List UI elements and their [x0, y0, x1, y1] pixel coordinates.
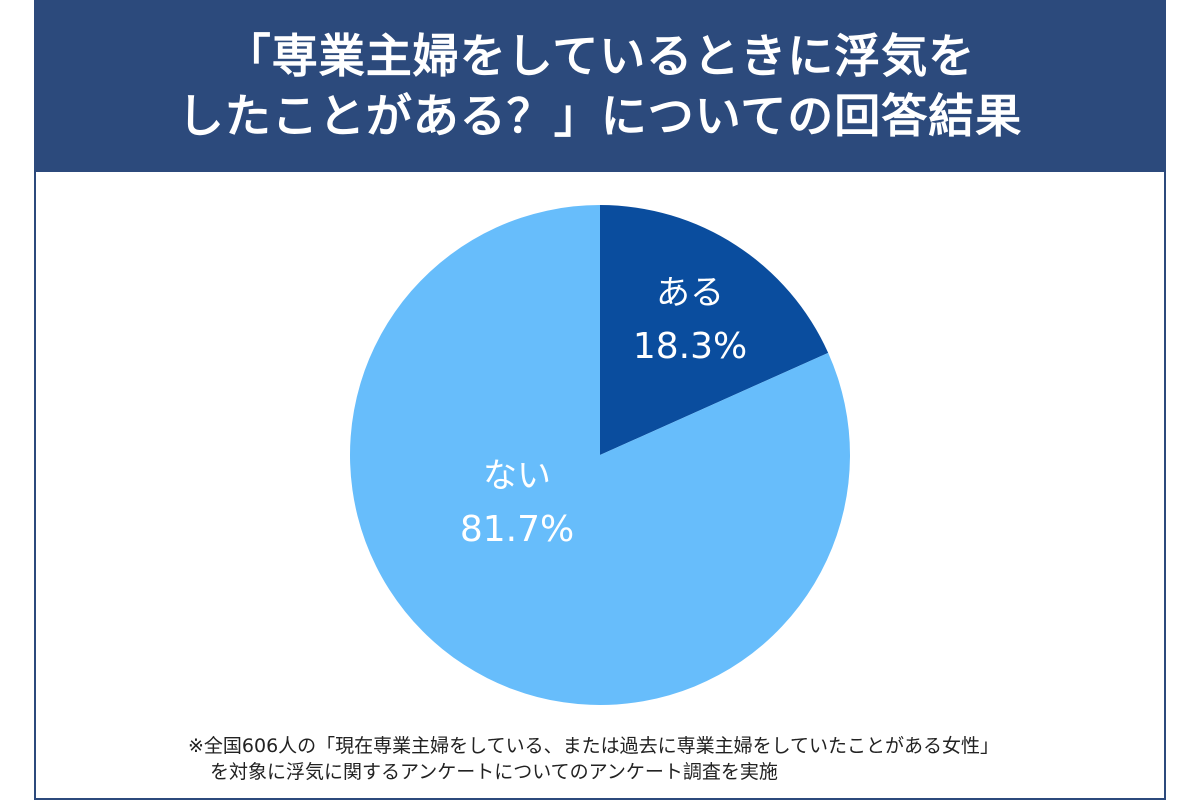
slice-label-1: ある: [656, 273, 724, 313]
title-banner: 「専業主婦をしているときに浮気を したことがある？」についての回答結果: [36, 0, 1164, 172]
pie-slice-2: [350, 205, 850, 705]
footnote-line-1: ※全国606人の「現在専業主婦をしている、または過去に専業主婦をしていたことがあ…: [188, 735, 1000, 757]
chart-frame: 「専業主婦をしているときに浮気を したことがある？」についての回答結果: [34, 0, 1166, 800]
slice-value-label-1: 18.3%: [633, 326, 747, 367]
footnote-line-2: を対象に浮気に関するアンケートについてのアンケート調査を実施: [210, 761, 778, 783]
slice-label-2: ない: [483, 456, 551, 496]
pie-labels: ある 18.3% ない 81.7%: [460, 273, 747, 550]
pie-slices: [350, 205, 850, 705]
pie-slice-1: [600, 205, 829, 455]
chart-title-line-1: 「専業主婦をしているときに浮気を: [224, 29, 976, 83]
chart-title-line-2: したことがある？」についての回答結果: [177, 89, 1023, 143]
slice-value-label-2: 81.7%: [460, 509, 574, 550]
